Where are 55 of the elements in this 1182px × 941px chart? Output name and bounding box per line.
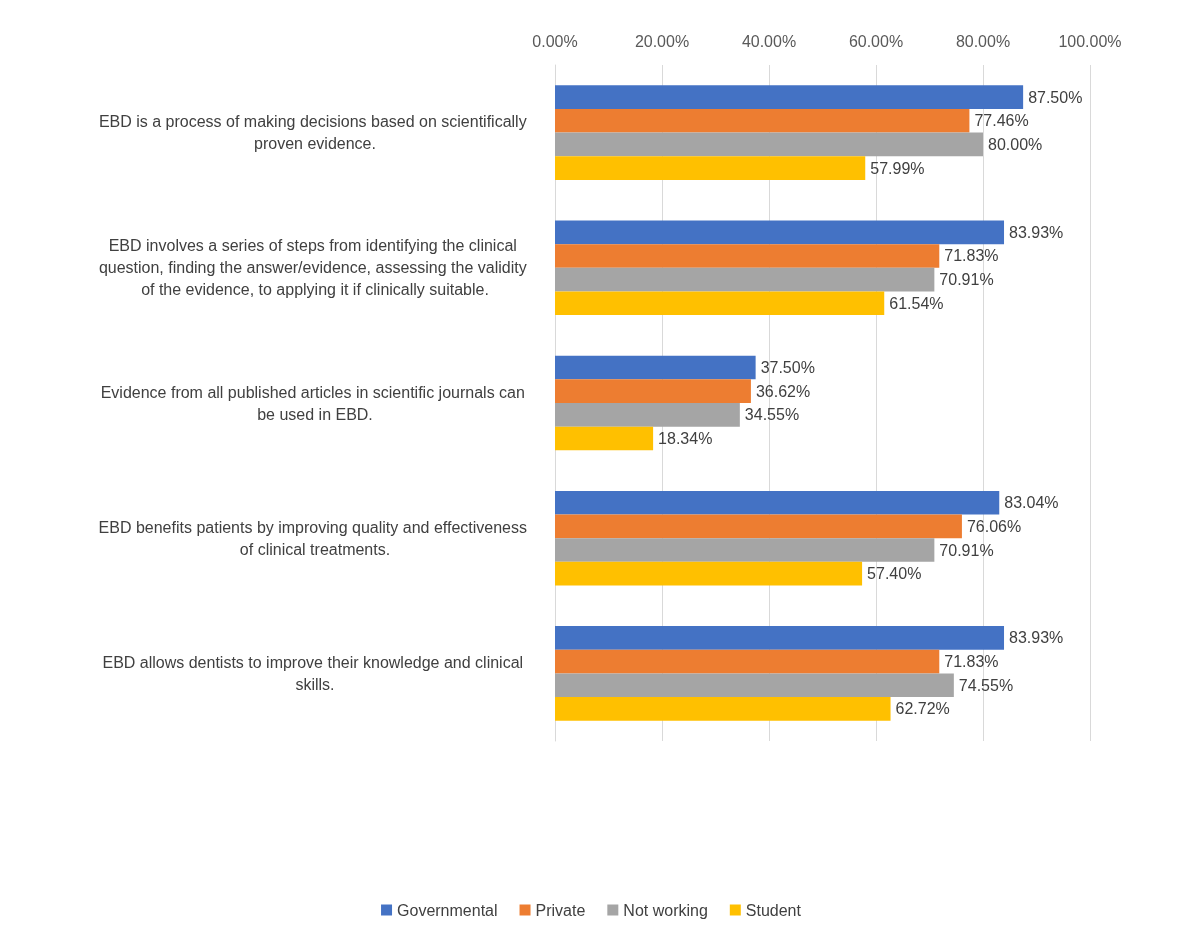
bar [555,132,983,157]
data-label: 80.00% [988,135,1043,153]
y-tick-label: EBD involves a series of steps from identifying the clinical question, finding the answer/evidence, assessing the validity of the evidence, to applying it if clinically suitable. [98,237,532,299]
data-label: 34.55% [744,406,800,424]
bar [555,673,954,698]
bar [555,291,885,316]
data-label: 57.99% [870,159,925,177]
data-label: 71.83% [944,653,999,671]
x-tick-label: 40.00% [741,32,797,50]
bar [555,220,1005,245]
data-label: 57.40% [867,565,922,583]
bar [555,649,940,674]
data-label: 36.62% [755,382,811,400]
x-tick-label: 20.00% [634,32,690,50]
legend-label: Private [535,901,586,919]
bar [555,490,1000,515]
bar [555,355,756,380]
legend-label: Not working [623,901,708,919]
x-tick-label: 80.00% [955,32,1011,50]
legend-label: Student [745,901,802,919]
data-label: 87.50% [1028,88,1083,106]
data-label: 74.55% [958,676,1014,694]
bar [555,156,866,180]
bar [555,626,1005,650]
bar [555,514,962,539]
bar [555,426,654,451]
data-label: 62.72% [895,700,950,718]
bar [555,538,935,562]
y-tick-label: EBD allows dentists to improve their knowledge and clinical skills. [102,653,528,693]
bar [555,85,1024,109]
data-label: 70.91% [939,271,994,289]
data-label: 70.91% [939,541,994,559]
data-label: 83.93% [1009,223,1064,241]
y-tick-label: EBD is a process of making decisions based on scientifically proven evidence. [98,113,532,153]
bar [555,561,863,586]
data-label: 76.06% [966,517,1022,535]
bar [555,267,935,292]
data-label: 71.83% [944,247,999,265]
bar [555,697,891,721]
y-tick-label: EBD benefits patients by improving quality and effectiveness of clinical treatments. [98,518,532,558]
data-label: 37.50% [760,359,815,377]
bar [555,379,751,403]
x-tick-label: 60.00% [848,32,904,50]
data-label: 61.54% [889,294,944,312]
bar [555,244,940,268]
y-tick-label: Evidence from all published articles in scientific journals can be used in EBD. [100,383,530,423]
data-label: 18.34% [658,429,713,447]
bar [555,403,740,427]
data-label: 83.04% [1004,494,1059,512]
legend-label: Governmental [397,901,498,919]
bar [555,108,970,133]
data-label: 77.46% [974,112,1029,130]
x-tick-label: 0.00% [532,32,578,50]
data-label: 83.93% [1009,629,1064,647]
x-tick-label: 100.00% [1058,32,1122,50]
